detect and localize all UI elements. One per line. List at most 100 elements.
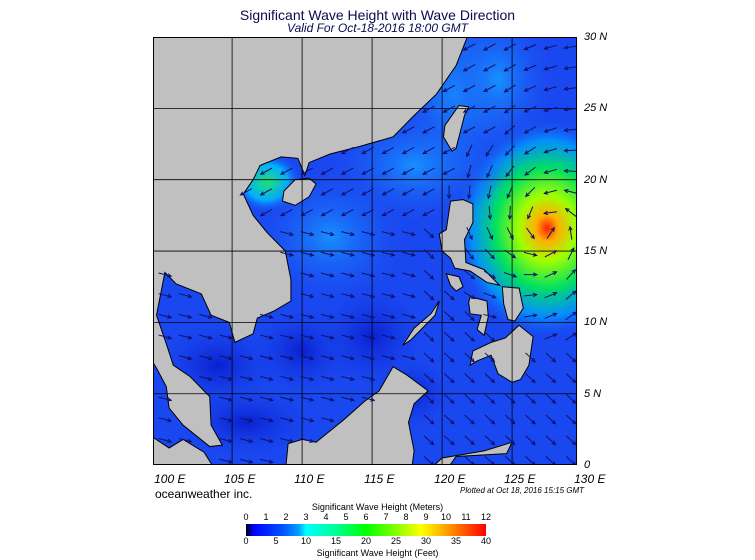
wave-direction-arrow	[465, 248, 475, 260]
wave-direction-arrow	[506, 185, 514, 199]
wave-direction-arrow	[341, 272, 356, 278]
wave-direction-arrow	[300, 208, 313, 217]
wave-direction-arrow	[401, 167, 415, 175]
wave-direction-arrow	[341, 396, 356, 402]
wave-direction-arrow	[361, 208, 374, 217]
wave-direction-arrow	[565, 373, 577, 384]
wave-direction-arrow	[219, 375, 234, 381]
wave-direction-arrow	[280, 438, 295, 444]
wave-direction-arrow	[158, 313, 173, 319]
valid-time: Valid For Oct-18-2016 18:00 GMT	[287, 21, 468, 35]
lat-label: 30 N	[584, 31, 608, 43]
wave-direction-arrow	[568, 225, 573, 240]
wave-direction-arrow	[300, 334, 315, 340]
wave-field	[438, 37, 559, 160]
colorbar-meter-tick: 1	[263, 512, 269, 522]
wave-direction-arrow	[523, 313, 538, 318]
wave-direction-arrow	[361, 146, 374, 155]
wave-direction-arrow	[239, 458, 254, 464]
wave-direction-arrow	[565, 352, 577, 363]
wave-direction-arrow	[239, 375, 254, 381]
wave-direction-arrow	[503, 271, 518, 278]
wave-direction-arrow	[544, 292, 558, 299]
wave-direction-arrow	[361, 293, 376, 299]
wave-direction-arrow	[219, 458, 234, 464]
colorbar-meter-tick: 4	[323, 512, 329, 522]
wave-direction-arrow	[442, 84, 456, 93]
wave-direction-arrow	[199, 313, 213, 319]
wave-direction-arrow	[219, 438, 234, 444]
colorbar	[246, 524, 486, 536]
wave-direction-arrow	[565, 435, 577, 446]
wave-direction-arrow	[341, 231, 356, 237]
wave-direction-arrow	[340, 167, 354, 175]
wave-direction-arrow	[544, 312, 558, 319]
wave-direction-arrow	[466, 164, 472, 179]
wave-direction-arrow	[543, 168, 557, 175]
colorbar-meter-tick: 12	[480, 512, 492, 522]
wave-direction-arrow	[504, 393, 516, 404]
wave-direction-arrow	[320, 188, 334, 196]
wave-direction-arrow	[381, 355, 396, 361]
lon-label: 110 E	[294, 472, 325, 486]
wave-direction-arrow	[523, 44, 537, 51]
wave-direction-arrow	[462, 64, 476, 72]
wave-direction-arrow	[484, 331, 496, 342]
wave-direction-arrow	[543, 210, 558, 216]
wave-direction-arrow	[484, 435, 496, 446]
wave-direction-arrow	[361, 334, 376, 340]
wave-direction-arrow	[464, 270, 476, 280]
wave-direction-arrow	[300, 355, 315, 361]
wave-direction-arrow	[545, 435, 557, 446]
wave-direction-arrow	[423, 373, 435, 384]
wave-direction-arrow	[422, 105, 435, 113]
wave-direction-arrow	[423, 331, 435, 342]
wave-direction-arrow	[423, 269, 435, 280]
colorbar-feet-tick: 0	[243, 536, 249, 546]
wave-direction-arrow	[320, 251, 335, 257]
wave-direction-arrow	[462, 84, 476, 93]
lat-label: 15 N	[584, 245, 608, 258]
colorbar-meter-tick: 11	[461, 512, 471, 522]
wave-direction-arrow	[402, 313, 416, 319]
wave-direction-arrow	[259, 313, 274, 319]
wave-direction-arrow	[402, 272, 416, 278]
colorbar-feet-tick: 30	[420, 536, 432, 546]
wave-direction-arrow	[503, 104, 516, 114]
wave-direction-arrow	[482, 64, 496, 72]
wave-direction-arrow	[381, 313, 396, 319]
wave-direction-arrow	[523, 146, 537, 155]
wave-direction-arrow	[507, 206, 513, 221]
wave-direction-arrow	[381, 293, 396, 299]
wave-direction-arrow	[401, 208, 415, 217]
wave-direction-arrow	[178, 313, 193, 319]
lon-label: 115 E	[364, 472, 395, 486]
wave-direction-arrow	[300, 313, 315, 319]
wave-direction-arrow	[422, 188, 435, 196]
land-taiwan	[442, 104, 470, 152]
lon-label: 105 E	[224, 472, 256, 486]
wave-direction-arrow	[546, 226, 555, 239]
wave-direction-arrow	[423, 414, 435, 425]
wave-direction-arrow	[320, 396, 335, 402]
land-panay-negros-cebu	[468, 296, 489, 337]
wave-direction-arrow	[523, 251, 538, 257]
wave-direction-arrow	[158, 272, 173, 278]
wave-direction-arrow	[219, 355, 234, 361]
wave-direction-arrow	[158, 396, 173, 402]
wave-direction-arrow	[504, 145, 515, 156]
wave-direction-arrow	[361, 396, 376, 402]
wave-direction-arrow	[361, 375, 376, 381]
wave-direction-arrow	[543, 106, 557, 113]
wave-direction-arrow	[524, 186, 536, 198]
wave-direction-arrow	[341, 334, 356, 340]
wave-direction-arrow	[422, 208, 435, 217]
colorbar-meter-tick: 8	[403, 512, 409, 522]
wave-direction-arrow	[199, 375, 213, 381]
wave-direction-arrow	[485, 144, 494, 157]
wave-direction-arrow	[158, 293, 173, 299]
wave-direction-arrow	[280, 251, 295, 257]
wave-direction-arrow	[464, 373, 475, 384]
wave-direction-arrow	[320, 313, 335, 319]
wave-direction-arrow	[340, 208, 354, 217]
